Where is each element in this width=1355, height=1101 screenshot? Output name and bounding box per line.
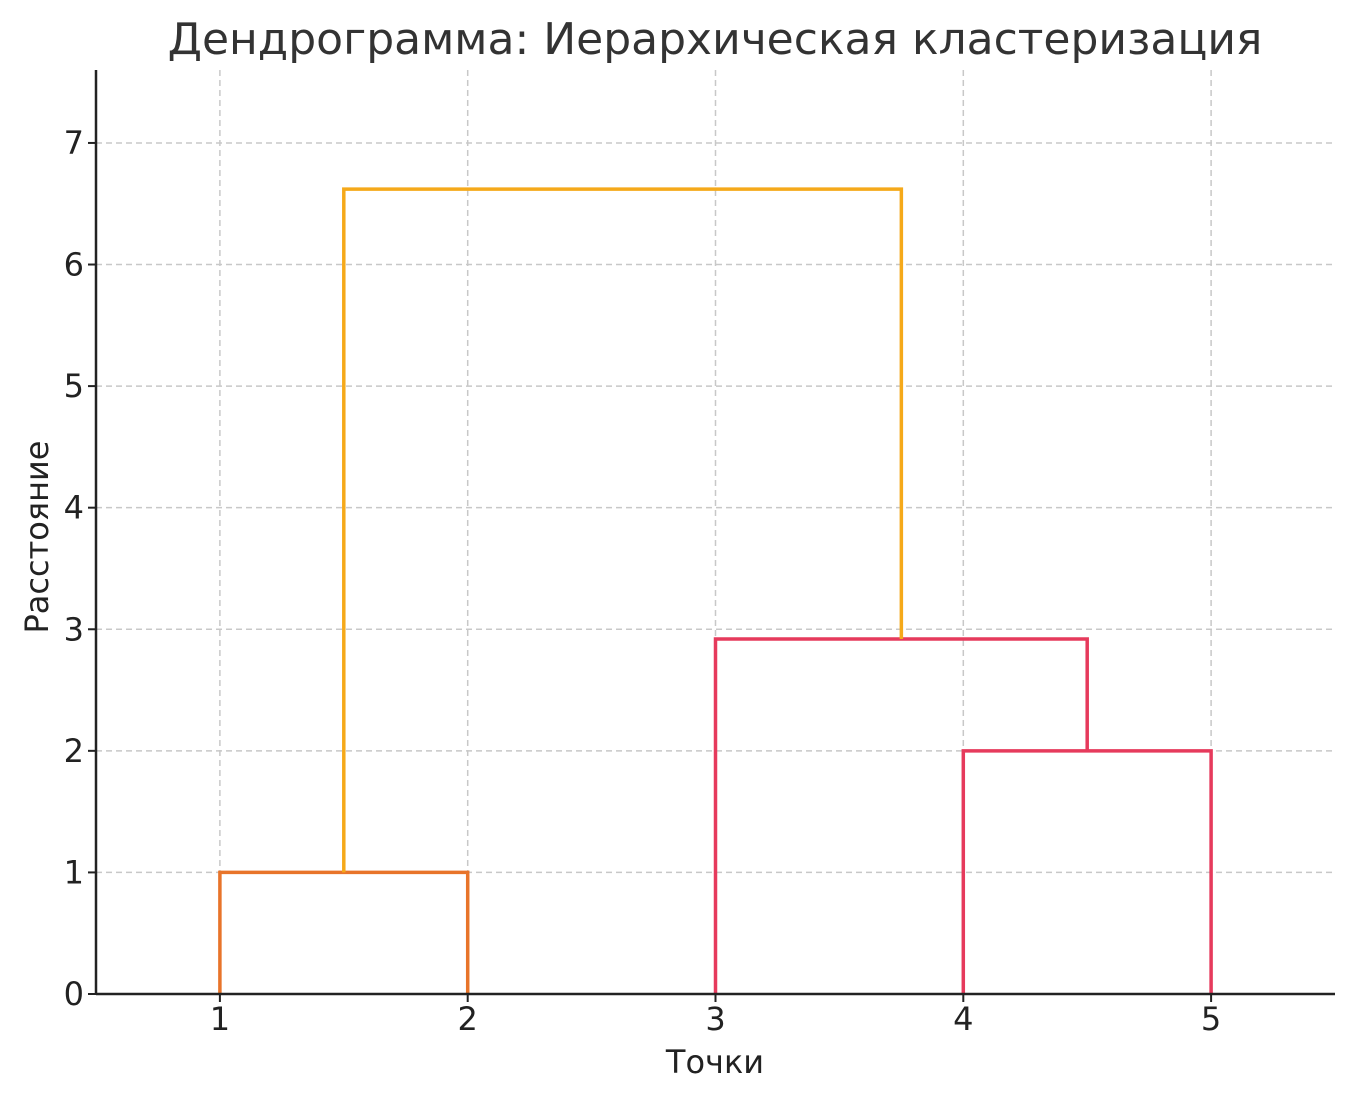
x-tick-label: 3 <box>705 1000 725 1038</box>
y-tick-label: 2 <box>64 732 84 770</box>
x-tick-label: 2 <box>458 1000 478 1038</box>
y-tick-label: 7 <box>64 124 84 162</box>
y-tick-label: 5 <box>64 367 84 405</box>
x-axis-label: Точки <box>665 1043 764 1081</box>
tick-layer: 1 2 3 4 5 0 1 2 3 4 5 6 7 <box>64 124 1222 1038</box>
x-tick-label: 5 <box>1201 1000 1221 1038</box>
y-tick-label: 3 <box>64 610 84 648</box>
y-tick-label: 4 <box>64 489 84 527</box>
dendrogram-link <box>713 637 1089 994</box>
y-axis-label: Расстояние <box>18 441 56 634</box>
y-tick-label: 1 <box>64 853 84 891</box>
x-tick-label: 4 <box>953 1000 973 1038</box>
y-tick-label: 6 <box>64 246 84 284</box>
dendrogram-link <box>218 870 470 994</box>
x-tick-label: 1 <box>210 1000 230 1038</box>
y-tick-label: 0 <box>64 975 84 1013</box>
link-layer <box>218 187 1213 994</box>
dendrogram-link <box>342 187 904 873</box>
chart-title: Дендрограмма: Иерархическая кластеризаци… <box>168 14 1263 65</box>
